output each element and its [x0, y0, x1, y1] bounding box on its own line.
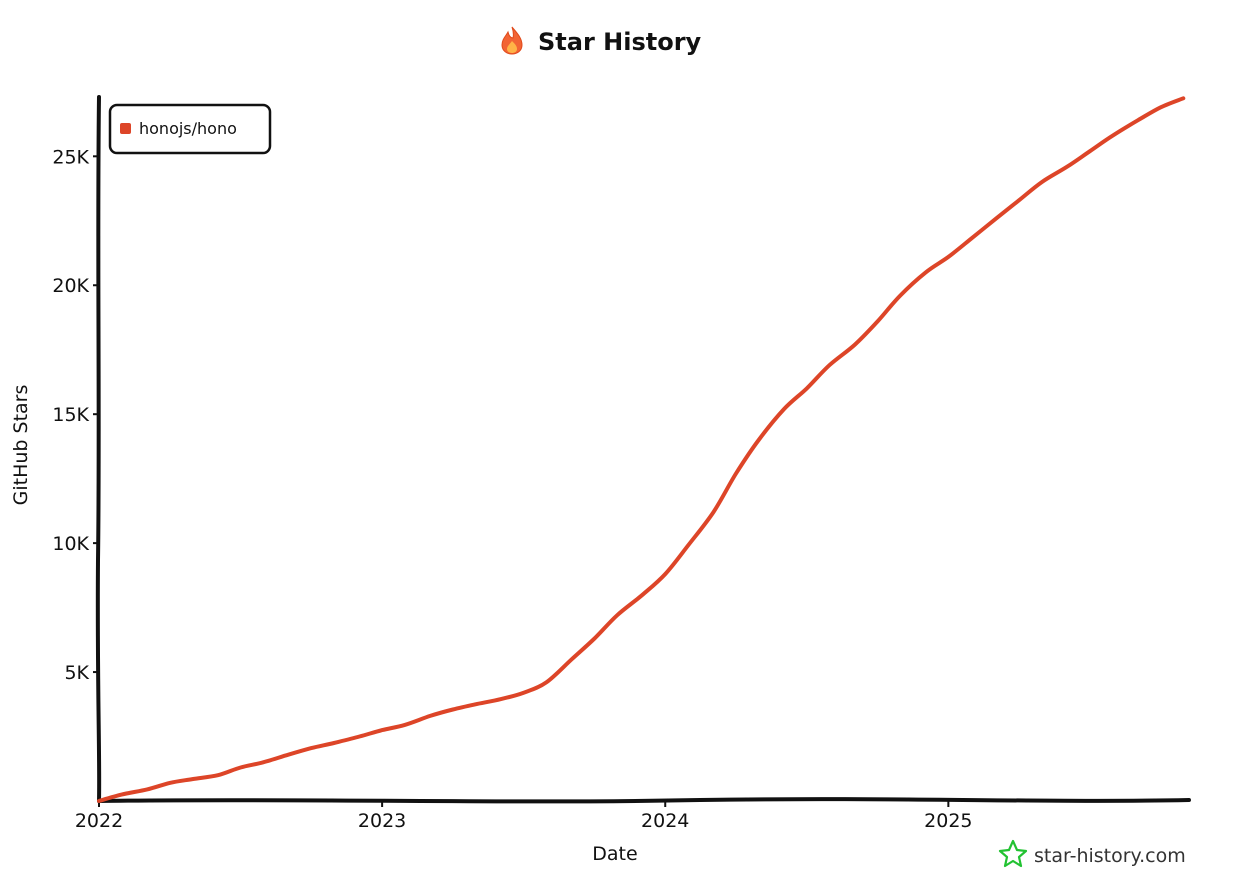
y-tick-label: 20K [52, 275, 89, 297]
star-outline-icon [998, 839, 1028, 868]
chart-title: Star History [501, 26, 702, 56]
legend-swatch [120, 123, 131, 134]
y-tick-label: 10K [52, 533, 89, 555]
watermark-text: star-history.com [1034, 845, 1186, 867]
x-tick-label: 2022 [75, 810, 123, 832]
y-ticks: 5K 10K 15K 20K 25K [52, 146, 99, 684]
y-axis-title: GitHub Stars [10, 385, 32, 506]
series-line-honojs-hono [97, 96, 1186, 803]
x-tick-label: 2025 [924, 810, 972, 832]
fire-icon [501, 26, 523, 55]
legend-label: honojs/hono [139, 119, 237, 138]
legend-box [108, 103, 272, 155]
x-ticks: 2022 2023 2024 2025 [75, 801, 973, 832]
x-axis [97, 797, 1191, 804]
y-tick-label: 25K [52, 146, 89, 168]
x-tick-label: 2024 [641, 810, 689, 832]
chart-title-text: Star History [538, 28, 702, 56]
y-axis [95, 95, 102, 803]
x-tick-label: 2023 [358, 810, 406, 832]
legend: honojs/hono [108, 103, 272, 155]
x-axis-title: Date [592, 843, 637, 865]
y-tick-label: 15K [52, 404, 89, 426]
watermark: star-history.com [998, 839, 1186, 868]
y-tick-label: 5K [64, 662, 89, 684]
